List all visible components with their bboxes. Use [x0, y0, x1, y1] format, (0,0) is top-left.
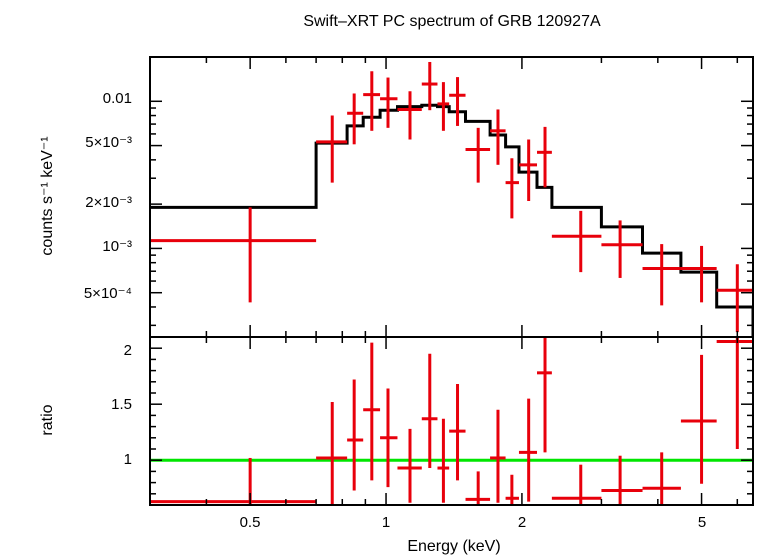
ratio-data-point — [505, 474, 519, 505]
ratio-data-point — [537, 337, 552, 453]
ratio-data-point — [680, 354, 717, 484]
spectrum-data-point — [518, 139, 538, 202]
ratio-y-tick-labels: 2 1.5 1 — [111, 342, 132, 468]
ratio-marks — [150, 337, 753, 505]
x-tick-label: 1 — [382, 514, 390, 531]
model-step-line — [150, 103, 753, 337]
ratio-data-point — [150, 457, 317, 505]
spectrum-data-point — [537, 126, 552, 188]
ratio-data-point — [347, 379, 364, 491]
spectrum-data-point — [601, 220, 643, 278]
axes-frames — [149, 56, 754, 506]
ratio-data-point — [716, 337, 753, 449]
ratio-data-point — [518, 398, 538, 502]
ratio-data-point — [421, 353, 438, 469]
ratio-data-point — [551, 464, 602, 505]
x-axis-label: Energy (keV) — [407, 538, 500, 555]
spectrum-data-point — [449, 77, 466, 126]
ratio-y-axis-label: ratio — [39, 404, 56, 435]
ratio-data-point — [397, 428, 422, 503]
y-tick-label: 2×10⁻³ — [85, 194, 132, 211]
spectrum-data-point — [150, 207, 317, 303]
spectrum-data-point — [316, 115, 348, 183]
spectrum-data-point — [490, 109, 506, 165]
spectrum-y-tick-labels: 0.01 5×10⁻³ 2×10⁻³ 10⁻³ 5×10⁻⁴ — [84, 90, 132, 302]
x-tick-label: 2 — [518, 514, 526, 531]
spectrum-data-point — [397, 91, 422, 140]
y-tick-label: 0.01 — [103, 90, 132, 107]
y-tick-label: 10⁻³ — [102, 238, 132, 255]
spectrum-data-point — [421, 61, 438, 111]
spectrum-data-point — [347, 93, 364, 145]
y-tick-label: 5×10⁻⁴ — [84, 285, 132, 302]
ratio-data-point — [437, 418, 450, 503]
spectrum-data-point — [437, 82, 450, 131]
spectrum-data-point — [680, 245, 717, 303]
ratio-data-point — [601, 455, 643, 505]
spectrum-data-point — [642, 244, 681, 306]
y-tick-label: 1.5 — [111, 396, 132, 413]
x-tick-labels: 0.5 1 2 5 — [240, 514, 707, 531]
ratio-data-point — [363, 342, 381, 481]
spectrum-marks — [150, 61, 753, 337]
y-tick-label: 2 — [124, 342, 132, 359]
ratio-data-point — [380, 388, 398, 488]
x-tick-label: 5 — [698, 514, 706, 531]
spectrum-data-point — [465, 127, 491, 183]
ratio-data-point — [490, 409, 506, 503]
spectrum-data-point — [363, 71, 381, 131]
spectrum-data-point — [380, 77, 398, 128]
ratio-data-point — [316, 401, 348, 505]
ratio-data-point — [449, 384, 466, 481]
x-tick-label: 0.5 — [240, 514, 261, 531]
chart-title: Swift–XRT PC spectrum of GRB 120927A — [303, 13, 601, 30]
ratio-panel-frame — [149, 336, 754, 506]
spectrum-y-axis-label: counts s⁻¹ keV⁻¹ — [39, 136, 56, 255]
y-tick-label: 1 — [124, 451, 132, 468]
ratio-data-point — [642, 452, 681, 505]
spectrum-data-point — [551, 210, 602, 273]
y-tick-label: 5×10⁻³ — [85, 134, 132, 151]
ratio-data-point — [465, 471, 491, 505]
spectrum-data-point — [716, 264, 753, 333]
spectrum-data-point — [505, 158, 519, 219]
